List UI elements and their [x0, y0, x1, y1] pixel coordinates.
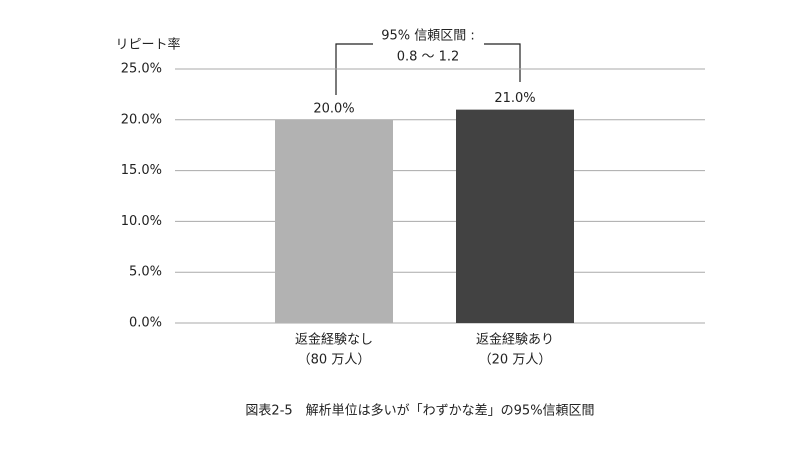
annotation: 95% 信頼区間 : — [381, 29, 475, 44]
caption: 図表2-5 解析単位は多いが「わずかな差」の95%信頼区間 — [245, 403, 594, 419]
bracket — [484, 43, 521, 82]
y-tick-label: 20.0% — [121, 112, 162, 127]
y-tick-label: 5.0% — [129, 265, 162, 280]
y-tick-label: 15.0% — [121, 163, 162, 178]
bracket — [335, 43, 373, 95]
x-tick-label: 返金経験あり — [476, 332, 554, 348]
x-tick-sublabel: （80 万人） — [298, 353, 371, 368]
y-tick-label: 10.0% — [121, 214, 162, 229]
value-label: 20.0% — [313, 101, 354, 116]
value-label: 21.0% — [494, 91, 535, 106]
y-tick-label: 25.0% — [121, 62, 162, 77]
bar — [275, 119, 393, 323]
bar — [456, 109, 574, 323]
x-tick-label: 返金経験なし — [295, 332, 373, 348]
annotation: 0.8 〜 1.2 — [397, 50, 460, 65]
y-tick-label: 0.0% — [129, 316, 162, 331]
x-tick-sublabel: （20 万人） — [479, 353, 552, 368]
y-axis-title: リピート率 — [115, 37, 180, 53]
